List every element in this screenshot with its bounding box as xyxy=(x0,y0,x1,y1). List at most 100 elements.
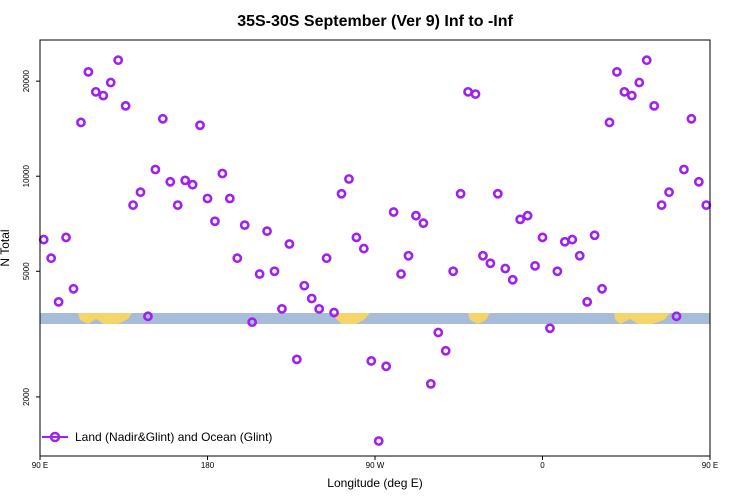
data-point xyxy=(626,90,637,101)
data-point xyxy=(470,89,481,99)
data-point xyxy=(61,232,71,243)
data-point xyxy=(262,226,272,237)
land-ocean-strip xyxy=(40,313,710,324)
data-point xyxy=(686,113,697,124)
x-tick-label: 180 xyxy=(201,461,215,470)
data-point xyxy=(701,200,712,211)
data-point xyxy=(559,236,570,247)
data-point xyxy=(321,253,332,264)
data-point xyxy=(612,66,622,77)
data-point xyxy=(314,304,325,314)
x-tick-label: 90 W xyxy=(366,461,385,470)
data-point xyxy=(291,354,302,365)
data-point xyxy=(90,86,101,97)
data-point xyxy=(381,361,392,372)
data-point xyxy=(165,176,176,187)
data-point xyxy=(522,210,533,221)
data-point xyxy=(329,307,339,318)
data-point xyxy=(537,232,548,243)
data-point xyxy=(299,280,310,291)
x-tick-label: 0 xyxy=(540,461,545,470)
data-point xyxy=(351,232,362,243)
data-point xyxy=(589,230,600,241)
data-point xyxy=(239,220,250,231)
data-point xyxy=(388,207,399,217)
data-point xyxy=(664,187,674,198)
data-point xyxy=(500,263,511,274)
data-point xyxy=(113,55,124,66)
data-points xyxy=(38,55,712,446)
legend: Land (Nadir&Glint) and Ocean (Glint) xyxy=(42,430,272,444)
data-point xyxy=(143,311,153,322)
data-point xyxy=(693,176,704,187)
data-point xyxy=(247,317,258,328)
data-point xyxy=(128,200,138,211)
data-point xyxy=(150,164,161,175)
data-point xyxy=(120,100,131,111)
data-point xyxy=(515,214,526,225)
data-point xyxy=(366,356,377,366)
y-axis: 2000 5000 10000 20000 xyxy=(22,69,40,406)
data-point xyxy=(656,200,667,211)
data-point xyxy=(217,168,228,179)
data-point xyxy=(418,218,429,229)
data-point xyxy=(180,175,191,186)
data-point xyxy=(396,269,406,279)
data-point xyxy=(172,200,183,211)
legend-marker xyxy=(49,431,61,443)
y-axis-label: N Total xyxy=(0,229,12,266)
land-patch xyxy=(468,313,490,324)
data-point xyxy=(530,260,540,271)
data-point xyxy=(582,296,593,307)
plot-area xyxy=(38,39,712,457)
data-point xyxy=(567,234,578,245)
land-patch xyxy=(78,313,132,324)
chart-title: 35S-30S September (Ver 9) Inf to -Inf xyxy=(237,13,513,30)
data-point xyxy=(210,216,220,227)
y-tick-label: 20000 xyxy=(22,69,31,92)
data-point xyxy=(46,253,57,264)
y-tick-label: 5000 xyxy=(22,262,31,280)
x-axis-label: Longitude (deg E) xyxy=(327,476,422,490)
data-point xyxy=(38,234,49,245)
data-point xyxy=(485,258,496,269)
data-point xyxy=(641,55,652,66)
data-point xyxy=(448,266,459,277)
data-point xyxy=(373,436,384,446)
data-point xyxy=(202,193,213,204)
data-point xyxy=(157,113,168,124)
data-point xyxy=(597,283,607,294)
data-point xyxy=(284,239,295,249)
x-tick-label: 90 E xyxy=(702,461,718,470)
data-point xyxy=(679,164,689,175)
data-point xyxy=(306,293,317,304)
legend-label: Land (Nadir&Glint) and Ocean (Glint) xyxy=(75,430,272,444)
x-axis: 90 E 180 90 W 0 90 E xyxy=(32,456,718,470)
data-point xyxy=(545,323,555,334)
data-point xyxy=(195,120,205,131)
ocean-band xyxy=(40,313,710,324)
data-point xyxy=(336,188,347,199)
data-point xyxy=(433,327,444,338)
data-point xyxy=(604,117,615,128)
y-tick-label: 10000 xyxy=(22,165,31,188)
data-point xyxy=(344,174,354,184)
data-point xyxy=(455,188,466,199)
data-point xyxy=(269,266,280,277)
data-point xyxy=(440,345,451,356)
data-point xyxy=(135,187,146,198)
data-point xyxy=(649,100,660,111)
land-patch xyxy=(334,313,370,324)
data-point xyxy=(187,179,198,190)
data-point xyxy=(358,243,369,254)
data-point xyxy=(254,269,265,279)
data-point xyxy=(634,77,645,88)
data-point xyxy=(492,188,503,199)
data-point xyxy=(403,250,414,261)
data-point xyxy=(68,283,79,294)
data-point xyxy=(53,296,64,307)
data-point xyxy=(224,193,235,204)
data-point xyxy=(552,266,563,277)
data-point xyxy=(478,250,488,261)
